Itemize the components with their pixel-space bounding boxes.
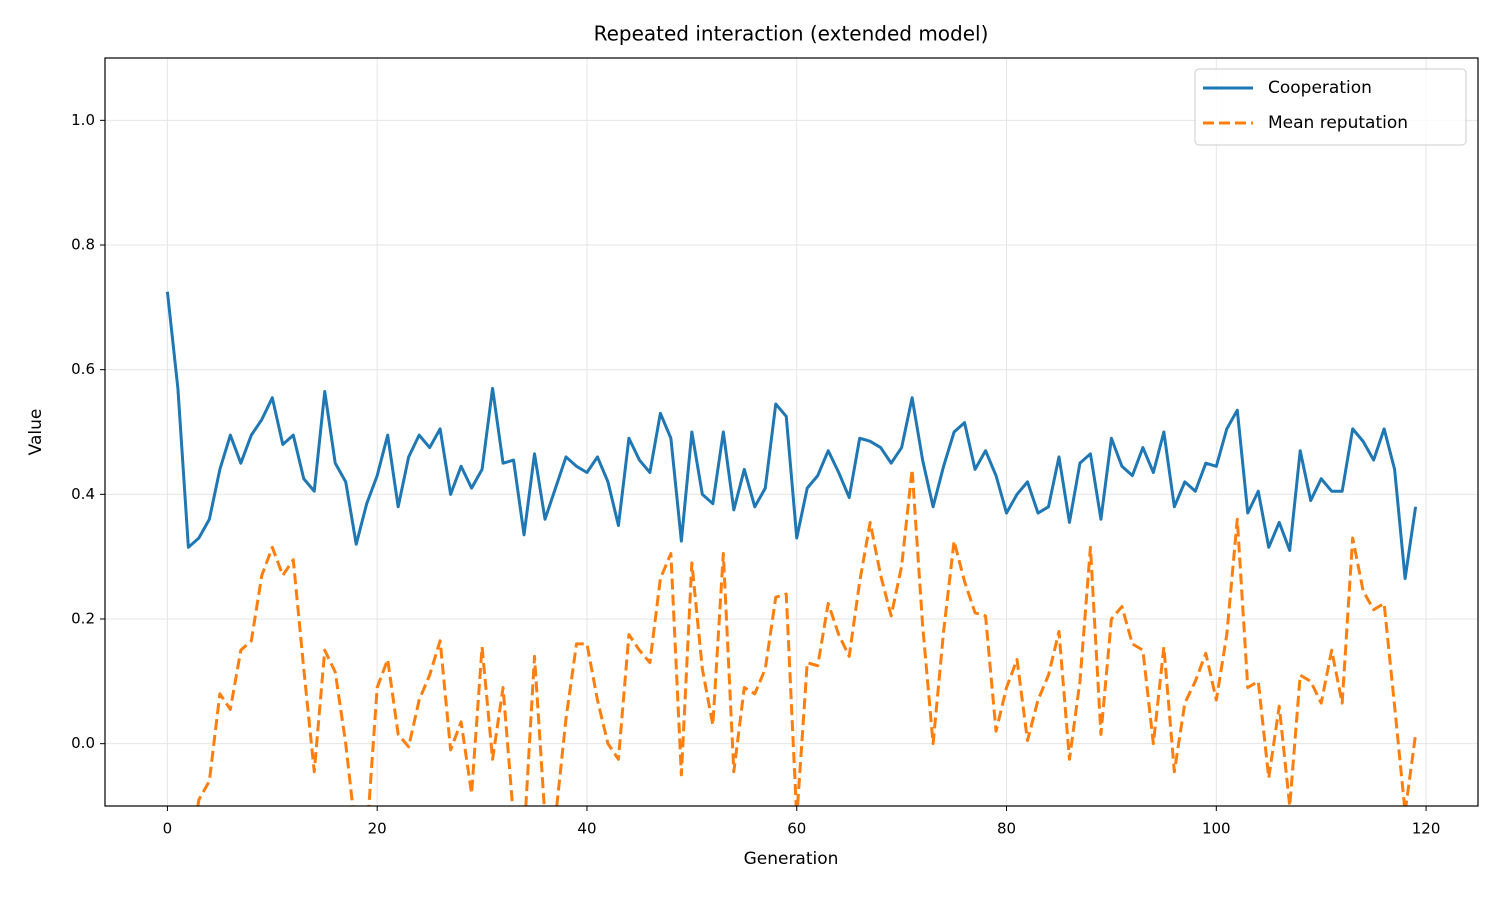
legend: Cooperation Mean reputation: [1194, 68, 1467, 146]
legend-box: [1194, 68, 1467, 146]
x-tick-label: 80: [997, 820, 1016, 838]
y-tick-label: 0.2: [71, 610, 95, 628]
chart-title: Repeated interaction (extended model): [594, 22, 989, 46]
y-axis-label: Value: [26, 409, 46, 456]
x-tick-label: 40: [577, 820, 596, 838]
y-tick-label: 0.8: [71, 236, 95, 254]
plot-area: [165, 291, 1418, 806]
y-tick-label: 0.0: [71, 734, 95, 752]
y-tick-label: 0.6: [71, 360, 95, 378]
ticks: 0 20 40 60 80 100 120 0.0 0.2 0.4 0.6 0.8 1.0: [71, 111, 1440, 838]
x-tick-label: 0: [163, 820, 173, 838]
line-series: [165, 291, 1418, 580]
legend-label: Mean reputation: [1268, 113, 1408, 133]
y-tick-label: 1.0: [71, 111, 95, 129]
x-tick-label: 100: [1202, 820, 1231, 838]
legend-label: Cooperation: [1268, 78, 1372, 98]
x-tick-label: 20: [368, 820, 387, 838]
y-tick-label: 0.4: [71, 485, 95, 503]
axes-frame: [104, 57, 1479, 807]
x-tick-label: 120: [1412, 820, 1441, 838]
x-tick-label: 60: [787, 820, 806, 838]
line-series: [196, 467, 1418, 806]
x-axis-label: Generation: [744, 849, 839, 869]
